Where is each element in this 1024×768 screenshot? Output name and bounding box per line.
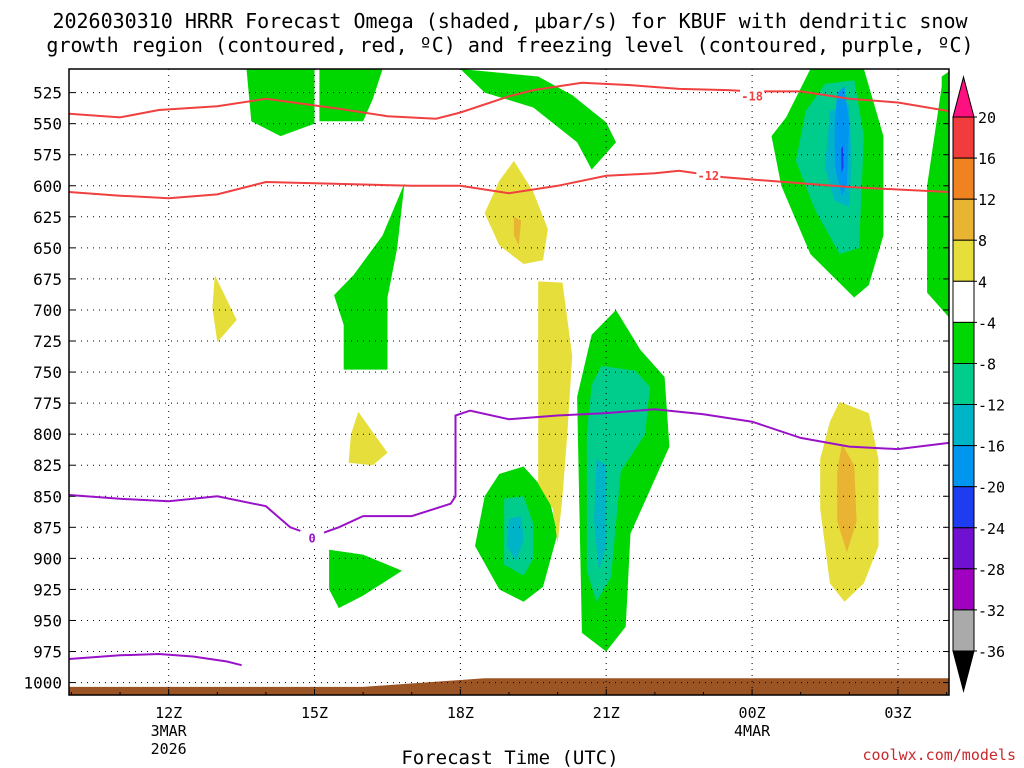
colorbar-label: 4 xyxy=(978,273,987,291)
colorbar-swatch xyxy=(952,404,975,447)
contour-line-2 xyxy=(69,408,949,538)
colorbar-swatch xyxy=(952,445,975,488)
colorbar-swatch xyxy=(952,568,975,611)
omega-region-3 xyxy=(334,183,405,370)
colorbar-label: -4 xyxy=(978,314,996,332)
colorbar-label: 12 xyxy=(978,191,996,209)
colorbar-label: -12 xyxy=(978,397,1005,415)
chart-title-line2: growth region (contoured, red, ºC) and f… xyxy=(46,33,973,57)
colorbar: 20 16 12 8 4 -4 -8 -12 -16 -20 -24 -28 -32 -36 xyxy=(952,75,1005,693)
colorbar-label: -20 xyxy=(978,479,1005,497)
x-tick-date-label: 3MAR xyxy=(151,722,188,740)
contour-label: -18 xyxy=(741,89,763,103)
x-tick-label: 21Z xyxy=(593,704,620,722)
omega-region-20 xyxy=(348,411,388,466)
omega-region-4 xyxy=(329,549,402,609)
colorbar-swatch xyxy=(952,157,975,200)
contour-line-0 xyxy=(69,81,949,120)
colorbar-label: -16 xyxy=(978,438,1005,456)
y-tick-label: 675 xyxy=(33,270,62,289)
colorbar-label: 16 xyxy=(978,150,996,168)
colorbar-swatch xyxy=(952,239,975,282)
x-tick-label: 12Z xyxy=(155,704,182,722)
y-tick-label: 700 xyxy=(33,301,62,320)
colorbar-label: -8 xyxy=(978,355,996,373)
y-tick-label: 900 xyxy=(33,549,62,568)
y-tick-label: 525 xyxy=(33,84,62,103)
contour-label: 0 xyxy=(308,532,315,546)
colorbar-top-triangle xyxy=(952,75,975,118)
y-tick-label: 550 xyxy=(33,115,62,134)
omega-region-17 xyxy=(484,160,548,264)
omega-region-0 xyxy=(246,69,315,137)
colorbar-label: -32 xyxy=(978,602,1005,620)
colorbar-label: 8 xyxy=(978,232,987,250)
x-tick-year-label: 2026 xyxy=(151,740,187,758)
contour-label-bg xyxy=(740,88,765,103)
colorbar-swatch xyxy=(952,321,975,364)
y-tick-label: 1000 xyxy=(23,674,62,693)
x-axis-label: Forecast Time (UTC) xyxy=(401,747,618,768)
contour-line-1 xyxy=(69,169,949,200)
y-tick-label: 975 xyxy=(33,643,62,662)
colorbar-swatch xyxy=(952,116,975,159)
y-tick-label: 775 xyxy=(33,394,62,413)
y-tick-label: 825 xyxy=(33,456,62,475)
omega-region-8 xyxy=(927,71,949,318)
y-tick-label: 875 xyxy=(33,518,62,537)
omega-region-22 xyxy=(513,216,522,246)
plot-area: -18 -12 0 xyxy=(69,69,949,695)
colorbar-label: -36 xyxy=(978,643,1005,661)
colorbar-swatch xyxy=(952,486,975,529)
y-tick-label: 750 xyxy=(33,363,62,382)
colorbar-label: -24 xyxy=(978,520,1005,538)
x-tick-label: 03Z xyxy=(884,704,911,722)
omega-region-18 xyxy=(538,281,573,544)
y-tick-label: 600 xyxy=(33,177,62,196)
colorbar-swatch xyxy=(952,280,975,323)
omega-region-2 xyxy=(460,69,616,170)
credit-text: coolwx.com/models xyxy=(862,746,1016,764)
omega-region-15 xyxy=(834,86,850,196)
y-tick-label: 625 xyxy=(33,208,62,227)
colorbar-bottom-triangle xyxy=(952,650,975,693)
colorbar-swatch xyxy=(952,363,975,406)
omega-region-23 xyxy=(837,444,857,553)
colorbar-swatch xyxy=(952,609,975,652)
y-tick-label: 725 xyxy=(33,332,62,351)
y-tick-label: 575 xyxy=(33,146,62,165)
colorbar-label: 20 xyxy=(978,109,996,127)
y-tick-label: 925 xyxy=(33,580,62,599)
contour-label: -12 xyxy=(697,169,719,183)
y-tick-label: 800 xyxy=(33,425,62,444)
contour-label-bg xyxy=(696,167,721,182)
colorbar-swatch xyxy=(952,527,975,570)
chart-title-line1: 2026030310 HRRR Forecast Omega (shaded, … xyxy=(52,9,968,33)
x-tick-label: 18Z xyxy=(447,704,474,722)
x-tick-label: 15Z xyxy=(301,704,328,722)
y-tick-label: 650 xyxy=(33,239,62,258)
omega-region-14 xyxy=(594,459,607,571)
omega-region-16 xyxy=(841,146,844,174)
omega-region-19 xyxy=(212,275,237,343)
y-tick-label: 950 xyxy=(33,611,62,630)
x-tick-date-label: 4MAR xyxy=(734,722,771,740)
axes: 525 550 575 600 625 650 675 700 725 750 775 800 825 8… xyxy=(23,68,950,758)
colorbar-label: -28 xyxy=(978,561,1005,579)
y-tick-label: 850 xyxy=(33,487,62,506)
contour-label-bg xyxy=(300,530,325,545)
colorbar-swatch xyxy=(952,198,975,241)
contour-line-3 xyxy=(69,652,242,667)
x-tick-label: 00Z xyxy=(739,704,766,722)
